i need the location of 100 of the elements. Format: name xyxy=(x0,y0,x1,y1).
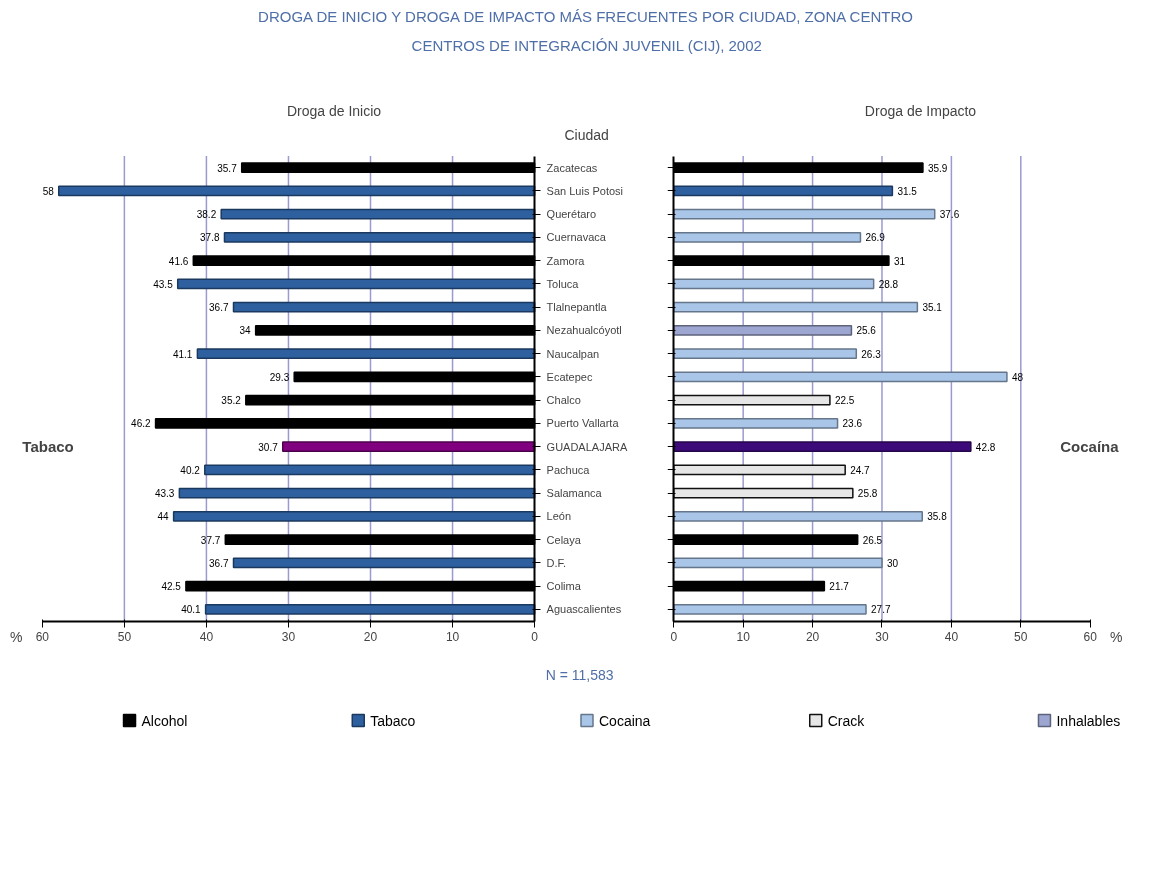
data-label: 35.9 xyxy=(927,162,948,174)
x-axis-title: % xyxy=(10,629,23,646)
data-label: 35.8 xyxy=(927,511,948,523)
y-tick-label: Naucalpan xyxy=(546,347,600,360)
data-label: 40.2 xyxy=(180,464,201,476)
y-tick-label: Puerto Vallarta xyxy=(546,417,620,430)
chart-title: Droga de Inicio xyxy=(286,102,382,119)
y-tick-label: Tlalnepantla xyxy=(546,301,608,314)
text: CENTROS DE INTEGRACIÓN JUVENIL (CIJ), 2002 xyxy=(411,36,762,54)
text: DROGA DE INICIO Y DROGA DE IMPACTO MÁS FRECUENTES POR CIUDAD, ZONA CENTRO xyxy=(258,7,913,25)
data-label: 35.7 xyxy=(217,162,238,174)
data-label: 30 xyxy=(886,557,899,569)
data-label: 31 xyxy=(893,255,906,267)
text: N = 11,583 xyxy=(545,666,614,683)
bar xyxy=(204,464,536,476)
bar xyxy=(673,604,867,615)
data-label: 35.2 xyxy=(221,395,242,407)
data-label: 36.7 xyxy=(209,557,229,569)
bar xyxy=(232,557,536,569)
data-label: 44 xyxy=(157,511,170,523)
data-label: 38.2 xyxy=(196,209,217,221)
x-tick-label: 20 xyxy=(363,630,378,645)
data-label: 46.2 xyxy=(131,418,151,430)
bar xyxy=(673,511,923,522)
data-label: 28.8 xyxy=(878,278,899,290)
bar xyxy=(196,348,536,360)
bar xyxy=(673,371,1008,383)
bar xyxy=(281,441,536,453)
data-label: 43.5 xyxy=(153,278,174,290)
data-label: 42.8 xyxy=(975,441,996,453)
data-label: 26.3 xyxy=(861,348,882,360)
y-tick-label: San Luis Potosi xyxy=(546,184,624,197)
data-label: 58 xyxy=(42,185,55,197)
data-label: 37.8 xyxy=(200,232,220,244)
data-label: 34 xyxy=(239,325,252,337)
data-label: 41.1 xyxy=(172,348,193,360)
x-tick-label: 20 xyxy=(805,630,820,645)
y-tick-label: Zamora xyxy=(546,254,586,267)
legend-label: Cocaina xyxy=(599,712,651,729)
x-tick-label: 50 xyxy=(117,630,132,645)
data-label: 43.3 xyxy=(154,488,175,500)
bar xyxy=(58,185,536,197)
bar xyxy=(673,557,883,569)
data-label: 25.6 xyxy=(856,325,877,337)
data-label: 26.5 xyxy=(862,534,883,546)
data-label: 35.1 xyxy=(922,302,943,314)
data-label: 40.1 xyxy=(181,604,202,616)
data-label: 23.6 xyxy=(842,418,863,430)
x-axis-title: % xyxy=(1109,629,1123,646)
y-tick-label: Ecatepec xyxy=(546,370,593,383)
data-label: 37.7 xyxy=(200,534,221,546)
data-label: 41.6 xyxy=(168,255,189,267)
bar xyxy=(673,208,936,220)
data-label: 25.8 xyxy=(857,488,878,500)
bar xyxy=(223,232,536,243)
y-tick-label: Chalco xyxy=(546,394,581,407)
bar xyxy=(220,208,536,220)
data-label: 24.7 xyxy=(850,464,871,476)
data-label: 48 xyxy=(1011,371,1024,383)
bar xyxy=(178,487,536,499)
bar xyxy=(204,604,536,615)
y-tick-label: Celaya xyxy=(546,533,582,546)
y-tick-label: Cuernavaca xyxy=(546,231,607,244)
bar xyxy=(673,185,894,197)
data-label: 21.7 xyxy=(829,581,850,593)
y-tick-label: Zacatecas xyxy=(546,161,598,174)
data-label: 37.6 xyxy=(939,209,960,221)
x-tick-label: 0 xyxy=(670,630,678,645)
bar xyxy=(673,232,862,243)
x-tick-label: 10 xyxy=(736,630,751,645)
x-tick-label: 50 xyxy=(1014,630,1028,645)
bar xyxy=(673,418,839,429)
chart-title: Droga de Impacto xyxy=(864,102,977,119)
data-label: 27.7 xyxy=(871,604,891,616)
x-tick-label: 60 xyxy=(1083,630,1098,645)
bar xyxy=(176,278,536,290)
bar xyxy=(673,441,972,453)
x-tick-label: 30 xyxy=(875,630,889,645)
y-tick-label: Toluca xyxy=(546,277,580,290)
bar xyxy=(673,278,875,290)
y-tick-label: Colima xyxy=(546,580,582,593)
x-tick-label: 40 xyxy=(944,630,959,645)
y-axis-title: Ciudad xyxy=(564,127,609,144)
bar xyxy=(673,464,846,476)
bar xyxy=(673,301,919,313)
y-tick-label: Aguascalientes xyxy=(546,603,622,616)
y-tick-label: Pachuca xyxy=(546,463,591,476)
x-tick-label: 40 xyxy=(199,630,214,645)
legend-label: Inhalables xyxy=(1056,712,1121,729)
legend-label: Crack xyxy=(827,712,866,729)
y-tick-label: GUADALAJARA xyxy=(546,440,628,453)
legend-label: Tabaco xyxy=(370,712,416,729)
data-label: 26.9 xyxy=(865,232,886,244)
x-tick-label: 30 xyxy=(281,630,296,645)
bar xyxy=(232,301,536,313)
data-label: 42.5 xyxy=(161,581,182,593)
bar xyxy=(172,511,536,522)
y-tick-label: Nezahualcóyotl xyxy=(546,324,622,337)
data-label: 36.7 xyxy=(209,302,229,314)
annotation: Cocaína xyxy=(1060,438,1120,456)
